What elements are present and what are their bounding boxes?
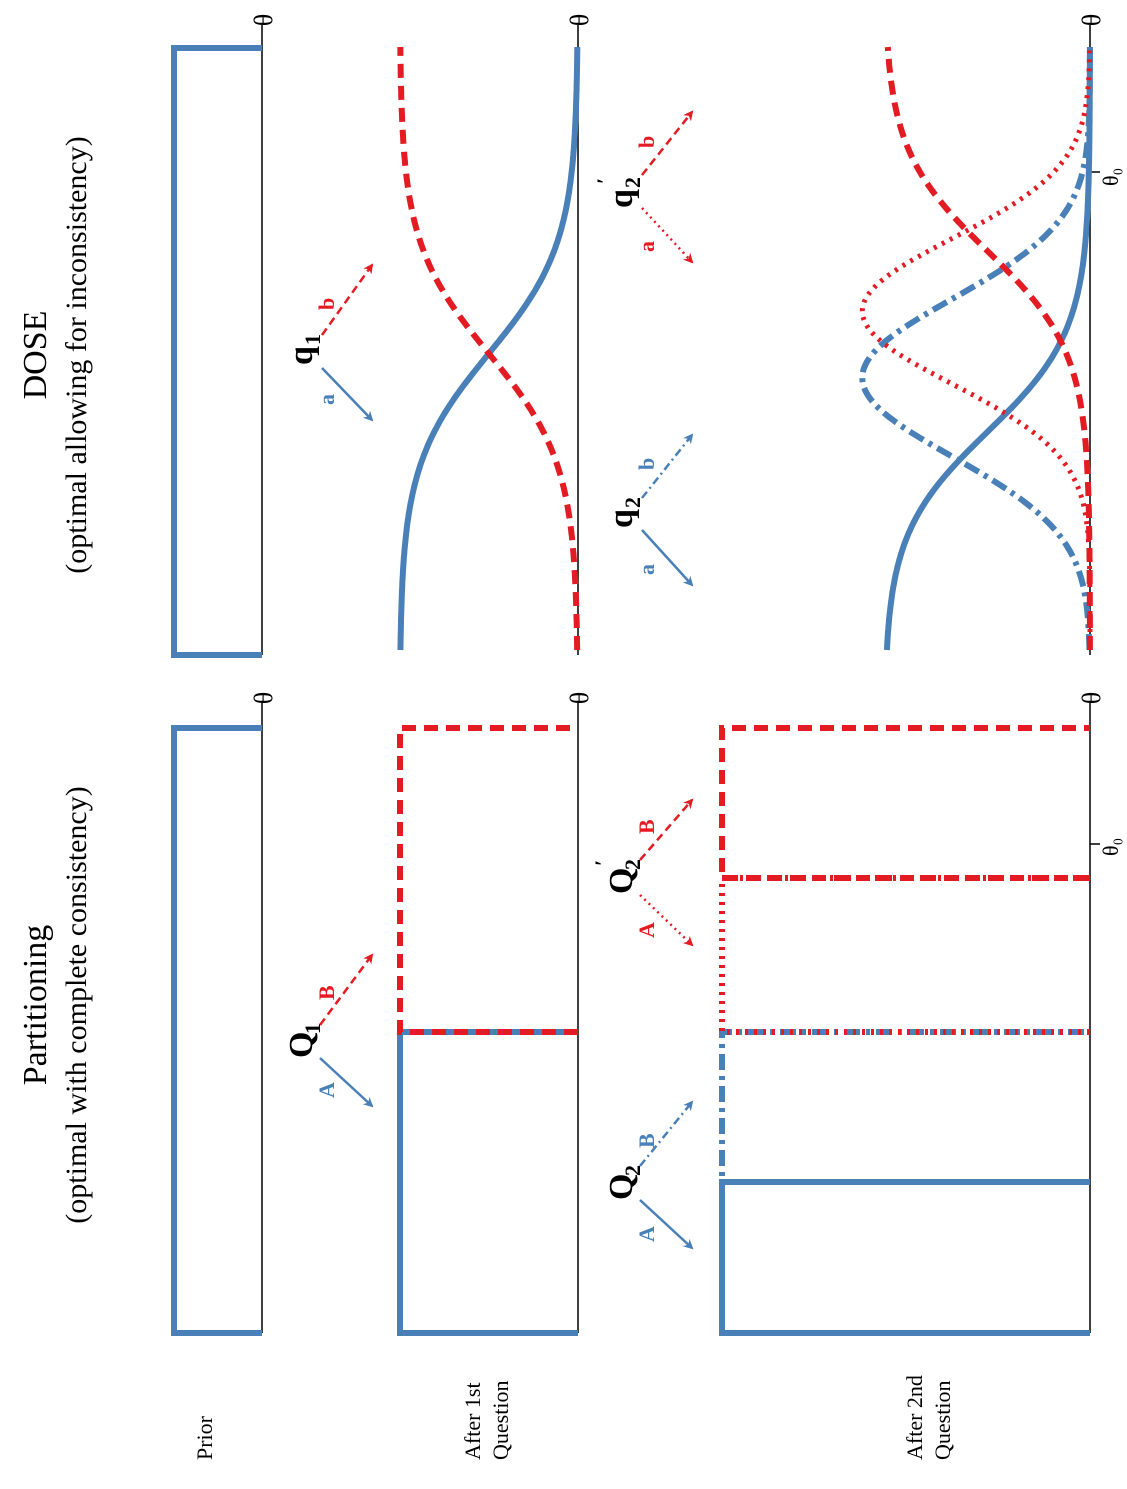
q1-branch-a-arrow[interactable] bbox=[321, 367, 374, 422]
dose-title: DOSE bbox=[17, 311, 54, 400]
q2-prime-branch-b-arrow[interactable] bbox=[641, 110, 694, 176]
posterior-ab-box bbox=[719, 1029, 1090, 1185]
posterior-a-box bbox=[397, 1029, 578, 1336]
posterior-b-box bbox=[397, 725, 578, 1035]
q2-prime-branch-a-label: a bbox=[634, 241, 659, 252]
posterior-bb-curve bbox=[884, 46, 1093, 650]
q2-branch-a-arrow[interactable] bbox=[641, 529, 694, 587]
q2-prime-mark: ′ bbox=[592, 178, 617, 184]
row-label-after-second-line2: Question bbox=[930, 1381, 955, 1460]
prior-uniform-box bbox=[171, 45, 262, 658]
row-labels: Prior After 1st Question After 2nd Quest… bbox=[192, 1375, 955, 1460]
q2-branch-b-arrow[interactable] bbox=[641, 433, 694, 499]
dose-panel: θ θ q 1 a b q 2 a b q 2 ′ a b θ θ₀ bbox=[171, 14, 1123, 658]
q2-prime-branch-a-arrow[interactable] bbox=[639, 894, 694, 947]
q2-branch-a-arrow[interactable] bbox=[639, 1199, 694, 1250]
q1-branch-b-arrow[interactable] bbox=[318, 953, 374, 1026]
q2-prime-subscript: 2 bbox=[620, 177, 645, 188]
row-label-after-first-line2: Question bbox=[488, 1381, 513, 1460]
posterior-aa-curve bbox=[883, 47, 1093, 651]
q1-branch-a-arrow[interactable] bbox=[319, 1057, 374, 1108]
q2-label: q bbox=[603, 509, 640, 528]
q1-branch-b-label: B bbox=[314, 985, 339, 1000]
posterior-ab-curve bbox=[859, 47, 1093, 650]
row-label-after-second-line1: After 2nd bbox=[902, 1375, 927, 1460]
q2-prime-branch-b-label: B bbox=[634, 819, 659, 834]
theta-axis-label: θ bbox=[565, 692, 594, 704]
q2-prime-label: Q bbox=[603, 868, 640, 894]
q2-prime-branch-a-arrow[interactable] bbox=[641, 207, 694, 264]
q1-branch-b-arrow[interactable] bbox=[320, 263, 374, 336]
q1-label: q bbox=[283, 346, 320, 365]
q2-prime-branch-a-label: A bbox=[634, 922, 659, 938]
theta-axis-label: θ bbox=[1077, 14, 1106, 26]
theta-axis-label: θ bbox=[249, 14, 278, 26]
theta-axis-label: θ bbox=[565, 14, 594, 26]
partitioning-title: Partitioning bbox=[17, 925, 54, 1086]
q1-branch-a-label: A bbox=[314, 1082, 339, 1098]
q1-branch-b-label: b bbox=[314, 298, 339, 310]
theta-axis-label: θ bbox=[249, 692, 278, 704]
q1-subscript: 1 bbox=[300, 1023, 325, 1034]
q2-prime-mark: ′ bbox=[590, 860, 615, 866]
q1-subscript: 1 bbox=[300, 334, 325, 345]
theta-axis-label: θ bbox=[1077, 692, 1106, 704]
q2-branch-a-label: A bbox=[634, 1226, 659, 1242]
partitioning-panel: θ θ Q 1 A B Q 2 A B Q 2 ′ A B θ θ₀ bbox=[171, 692, 1123, 1336]
q2-branch-b-label: B bbox=[634, 1133, 659, 1148]
q2-prime-label: q bbox=[603, 189, 640, 208]
row-label-after-first-line1: After 1st bbox=[460, 1382, 485, 1460]
q2-label: Q bbox=[603, 1174, 640, 1200]
q2-prime-branch-b-label: b bbox=[634, 136, 659, 148]
row-label-prior: Prior bbox=[192, 1415, 217, 1460]
q2-prime-subscript: 2 bbox=[620, 859, 645, 870]
posterior-ba-box bbox=[719, 875, 1090, 1035]
q2-prime-branch-b-arrow[interactable] bbox=[639, 798, 694, 861]
q2-branch-b-arrow[interactable] bbox=[639, 1100, 694, 1167]
posterior-aa-box bbox=[719, 1179, 1090, 1336]
q1-branch-a-label: a bbox=[314, 394, 339, 405]
q2-subscript: 2 bbox=[620, 1165, 645, 1176]
posterior-bb-box bbox=[719, 725, 1090, 881]
theta0-label: θ₀ bbox=[1098, 838, 1123, 856]
partitioning-subtitle: (optimal with complete consistency) bbox=[60, 786, 93, 1223]
posterior-a-curve bbox=[397, 47, 581, 651]
q2-branch-b-label: b bbox=[634, 458, 659, 470]
q2-subscript: 2 bbox=[620, 497, 645, 508]
q2-branch-a-label: a bbox=[634, 564, 659, 575]
theta0-label: θ₀ bbox=[1098, 168, 1123, 186]
prior-uniform-box bbox=[171, 725, 262, 1336]
posterior-b-curve bbox=[397, 46, 581, 651]
dose-subtitle: (optimal allowing for inconsistency) bbox=[60, 136, 93, 573]
q1-label: Q bbox=[283, 1032, 320, 1058]
